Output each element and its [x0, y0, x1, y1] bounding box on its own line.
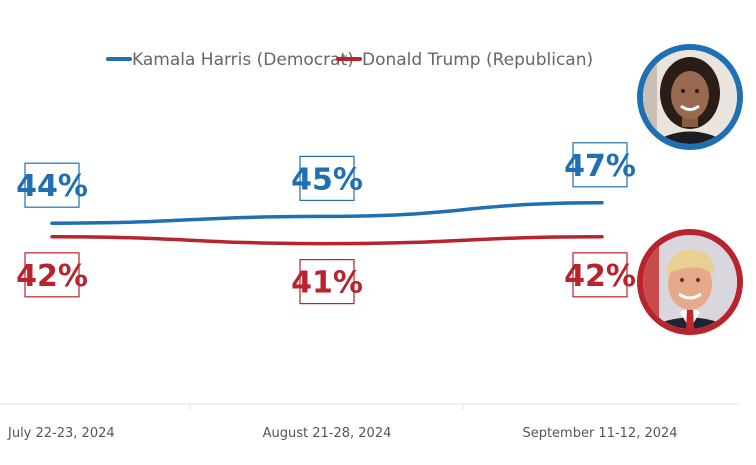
x-tick-label: July 22-23, 2024 — [7, 426, 115, 441]
data-label-box — [24, 252, 80, 298]
legend-label: Kamala Harris (Democrat) — [132, 50, 354, 70]
data-label-harris-1: 45% — [291, 155, 363, 201]
data-label-text: 42% — [16, 259, 88, 294]
data-label-trump-1: 41% — [291, 259, 363, 305]
legend-entry-harris: Kamala Harris (Democrat) — [106, 50, 354, 70]
x-tick-label: September 11-12, 2024 — [522, 426, 677, 441]
x-axis: July 22-23, 2024 August 21-28, 2024 Septem… — [0, 403, 738, 441]
series-line-harris — [50, 201, 604, 225]
data-label-box — [572, 252, 628, 298]
series-lines — [50, 201, 604, 246]
candidate-portraits — [637, 44, 743, 335]
legend: Kamala Harris (Democrat) Donald Trump (Re… — [106, 50, 593, 70]
data-label-text: 42% — [564, 259, 636, 294]
data-label-box — [299, 155, 355, 201]
data-label-text: 45% — [291, 162, 363, 197]
data-label-text: 41% — [291, 266, 363, 301]
data-label-box — [299, 259, 355, 305]
harris-portrait — [637, 44, 743, 150]
data-label-trump-2: 42% — [564, 252, 636, 298]
legend-entry-trump: Donald Trump (Republican) — [336, 50, 593, 70]
data-label-text: 44% — [16, 169, 88, 204]
data-label-trump-0: 42% — [16, 252, 88, 298]
data-label-box — [572, 142, 628, 188]
series-line-trump — [50, 235, 604, 246]
data-label-text: 47% — [564, 149, 636, 184]
data-label-box — [24, 162, 80, 208]
x-tick-label: August 21-28, 2024 — [263, 426, 392, 441]
data-label-harris-2: 47% — [564, 142, 636, 188]
trump-portrait — [637, 229, 743, 335]
data-label-harris-0: 44% — [16, 162, 88, 208]
data-labels: 44% 45% 47% 42% 41% 42% — [16, 142, 636, 305]
legend-label: Donald Trump (Republican) — [362, 50, 593, 70]
